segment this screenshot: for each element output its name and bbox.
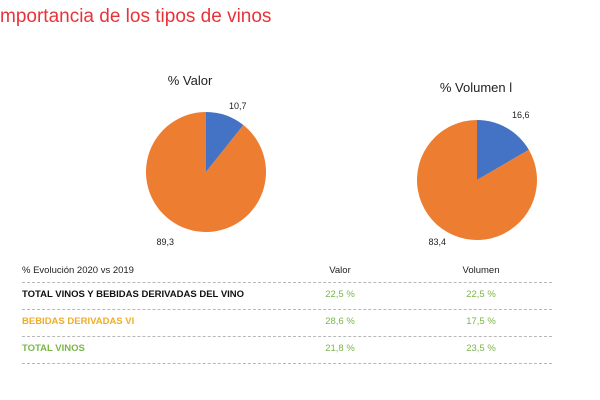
pie-charts: 10,7 89,3 16,6 83,4: [146, 101, 537, 247]
pie-chart-volumen: 16,6 83,4: [417, 110, 537, 247]
pie-slice: [417, 120, 537, 240]
pie-slice: [477, 120, 529, 180]
row-label: BEBIDAS DERIVADAS VI: [22, 316, 135, 327]
row-label: TOTAL VINOS Y BEBIDAS DERIVADAS DEL VINO: [22, 289, 245, 300]
page-title: mportancia de los tipos de vinos: [0, 6, 272, 27]
row-valor: 21,8 %: [325, 343, 355, 354]
row-volumen: 22,5 %: [466, 289, 496, 300]
header-valor: Valor: [329, 265, 351, 276]
table-row: BEBIDAS DERIVADAS VI 28,6 % 17,5 %: [22, 310, 552, 337]
table-header: % Evolución 2020 vs 2019 Valor Volumen: [22, 262, 552, 283]
evolution-table: % Evolución 2020 vs 2019 Valor Volumen T…: [22, 262, 552, 364]
pie-slice: [146, 112, 267, 232]
pie-data-label: 83,4: [428, 237, 446, 247]
row-label: TOTAL VINOS: [22, 343, 85, 354]
pie-data-label: 16,6: [512, 110, 530, 120]
pie-chart-valor: 10,7 89,3: [146, 101, 267, 247]
header-volumen: Volumen: [462, 265, 500, 276]
row-volumen: 23,5 %: [466, 343, 496, 354]
pie-slice: [206, 112, 244, 172]
table-row: TOTAL VINOS 21,8 % 23,5 %: [22, 337, 552, 364]
table-row: TOTAL VINOS Y BEBIDAS DERIVADAS DEL VINO…: [22, 283, 552, 310]
pie-data-label: 89,3: [156, 237, 174, 247]
row-volumen: 17,5 %: [466, 316, 496, 327]
pie-data-label: 10,7: [229, 101, 247, 111]
pie-volumen-title: % Volumen l: [439, 80, 513, 95]
pie-valor-title: % Valor: [167, 73, 213, 88]
row-valor: 22,5 %: [325, 289, 355, 300]
header-label: % Evolución 2020 vs 2019: [22, 265, 134, 276]
row-valor: 28,6 %: [325, 316, 355, 327]
